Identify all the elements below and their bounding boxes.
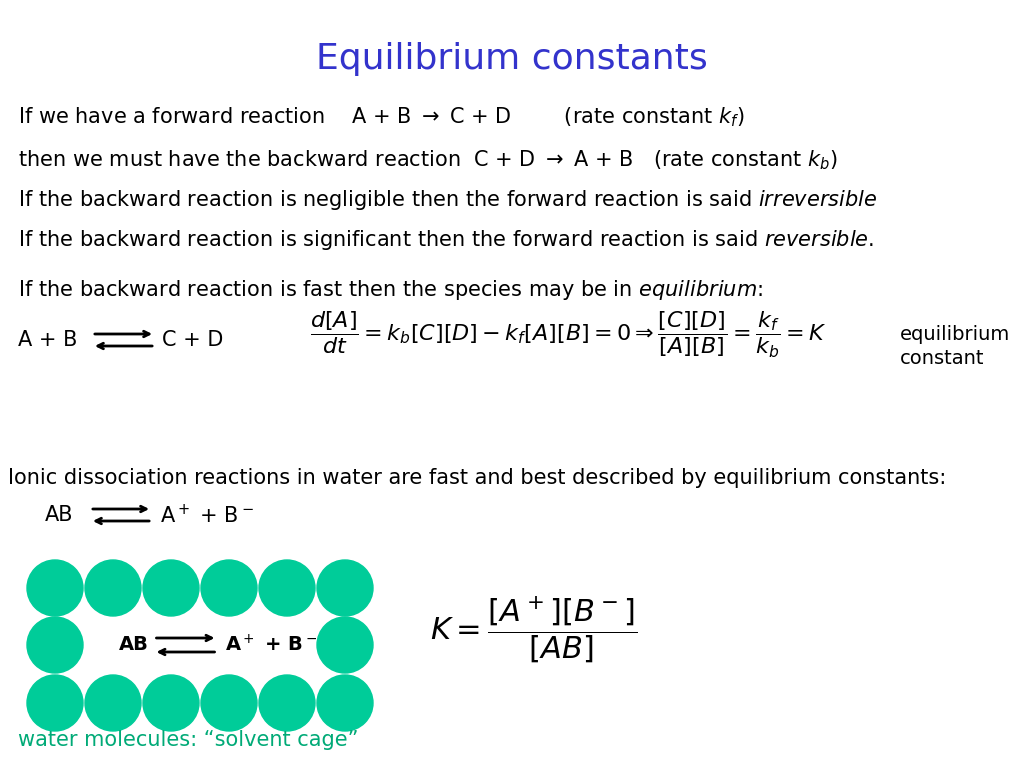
Circle shape [317, 675, 373, 731]
Text: C + D: C + D [162, 330, 223, 350]
Circle shape [259, 675, 315, 731]
Circle shape [27, 560, 83, 616]
Text: equilibrium: equilibrium [900, 326, 1011, 345]
Text: A$^+$ + B$^-$: A$^+$ + B$^-$ [225, 634, 317, 656]
Circle shape [143, 675, 199, 731]
Circle shape [27, 617, 83, 673]
Text: water molecules: “solvent cage”: water molecules: “solvent cage” [18, 730, 358, 750]
Circle shape [85, 560, 141, 616]
Circle shape [143, 560, 199, 616]
Text: Equilibrium constants: Equilibrium constants [316, 42, 708, 76]
Circle shape [27, 675, 83, 731]
Text: If the backward reaction is significant then the forward reaction is said $\it{r: If the backward reaction is significant … [18, 228, 874, 252]
Text: A$^+$ + B$^-$: A$^+$ + B$^-$ [160, 503, 254, 527]
Circle shape [317, 560, 373, 616]
Text: If the backward reaction is fast then the species may be in $\it{equilibrium}$:: If the backward reaction is fast then th… [18, 278, 763, 302]
Text: Ionic dissociation reactions in water are fast and best described by equilibrium: Ionic dissociation reactions in water ar… [8, 468, 946, 488]
Circle shape [259, 560, 315, 616]
Circle shape [317, 617, 373, 673]
Circle shape [201, 560, 257, 616]
Circle shape [85, 675, 141, 731]
Text: If the backward reaction is negligible then the forward reaction is said $\it{ir: If the backward reaction is negligible t… [18, 188, 878, 212]
Text: $\dfrac{d[A]}{dt} = k_b[C][D] - k_f[A][B] = 0 \Rightarrow \dfrac{[C][D]}{[A][B]}: $\dfrac{d[A]}{dt} = k_b[C][D] - k_f[A][B… [310, 310, 826, 360]
Text: If we have a forward reaction    A + B $\rightarrow$ C + D        (rate constant: If we have a forward reaction A + B $\ri… [18, 105, 744, 128]
Text: AB: AB [119, 635, 148, 654]
Text: $K = \dfrac{[A^+][B^-]}{[AB]}$: $K = \dfrac{[A^+][B^-]}{[AB]}$ [430, 594, 637, 665]
Text: A + B: A + B [18, 330, 78, 350]
Text: constant: constant [900, 349, 984, 368]
Circle shape [201, 675, 257, 731]
Text: AB: AB [45, 505, 74, 525]
Text: then we must have the backward reaction  C + D $\rightarrow$ A + B   (rate const: then we must have the backward reaction … [18, 148, 838, 171]
